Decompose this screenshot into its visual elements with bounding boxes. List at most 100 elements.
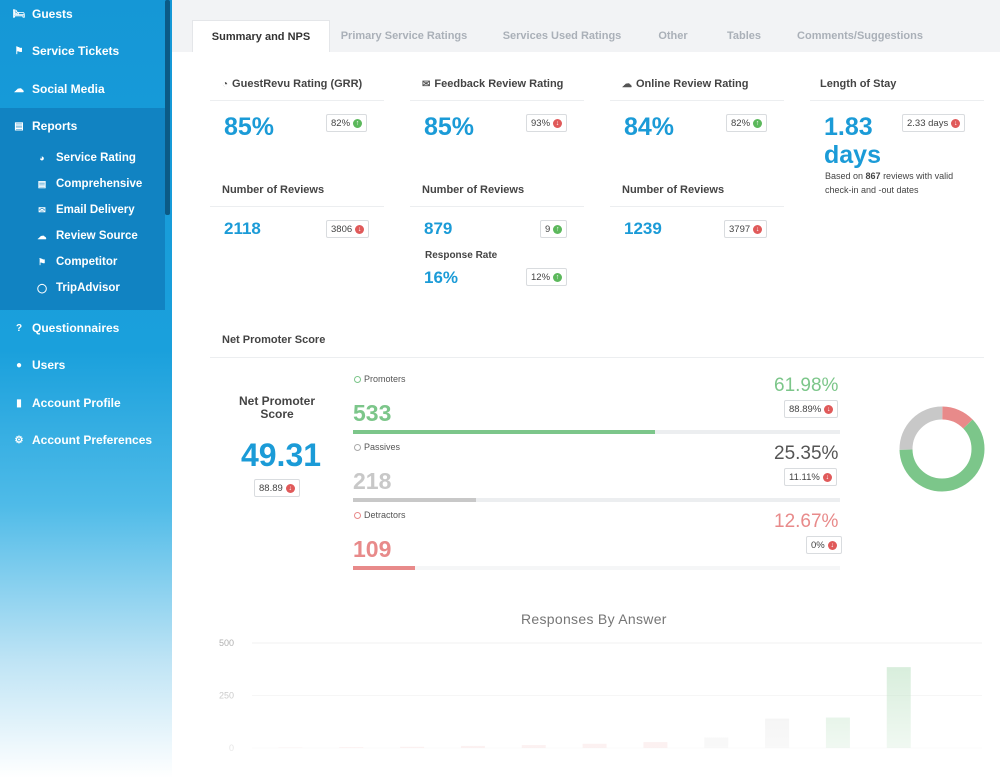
sidebar-item-label: Account Profile (32, 396, 121, 410)
chart-bar-10 (825, 717, 850, 748)
promoters-badge: 88.89% ↓ (784, 400, 839, 418)
badge-text: 3797 (729, 223, 751, 235)
cloud-icon: ☁ (622, 78, 632, 90)
book-icon: ▮ (16, 397, 22, 409)
chat-icon: ✉ (422, 78, 431, 90)
sidebar-item-label: Service Tickets (32, 44, 120, 58)
divider (210, 357, 984, 358)
sidebar-item-account-profile[interactable]: ▮ Account Profile (0, 385, 165, 421)
divider (610, 206, 784, 207)
feedback-reviews-label: Number of Reviews (422, 184, 525, 196)
cloud-download-icon: ☁ (37, 230, 47, 241)
sidebar-item-account-preferences[interactable]: ⚙ Account Preferences (0, 422, 165, 458)
divider (410, 100, 584, 101)
report-item-label: Comprehensive (56, 178, 143, 190)
passives-bar-fill (353, 498, 476, 502)
passives-label: Passives (354, 442, 400, 452)
bed-icon: 🛏︎ (12, 8, 26, 20)
tab-other[interactable]: Other (658, 30, 688, 42)
chart-bar-3 (400, 746, 425, 748)
passives-badge: 11.11% ↓ (784, 468, 837, 486)
report-item-tripadvisor[interactable]: ◯ TripAdvisor (36, 276, 120, 300)
sidebar-item-social-media[interactable]: ☁ Social Media (0, 71, 165, 107)
stay-note: Based on 867 reviews with valid check-in… (825, 169, 953, 197)
badge-text: 9 (545, 223, 551, 235)
stay-note-line2: check-in and -out dates (825, 185, 919, 195)
badge-text: 93% (531, 117, 551, 129)
tab-comments-suggestions[interactable]: Comments/Suggestions (797, 30, 923, 42)
stay-note-count: 867 (865, 171, 881, 181)
tab-summary-nps[interactable]: Summary and NPS (192, 20, 330, 52)
divider (410, 206, 584, 207)
sidebar-item-guests[interactable]: 🛏︎ Guests (0, 0, 165, 32)
tab-primary-service-ratings[interactable]: Primary Service Ratings (340, 30, 468, 42)
report-item-email-delivery[interactable]: ✉ Email Delivery (36, 198, 134, 222)
report-item-label: Competitor (56, 256, 118, 268)
grr-card-title: ◔ GuestRevu Rating (GRR) (222, 78, 362, 90)
chart-bar-8 (704, 737, 729, 748)
card-title-text: GuestRevu Rating (GRR) (232, 78, 363, 90)
arrow-up-icon: ↑ (753, 118, 763, 128)
frown-icon (354, 511, 361, 519)
chart-bar-9 (765, 718, 790, 748)
sidebar-item-questionnaires[interactable]: ? Questionnaires (0, 310, 165, 346)
badge-text: 88.89% (789, 403, 822, 415)
sidebar-item-label: Social Media (32, 82, 105, 96)
detractors-badge: 0% ↓ (806, 536, 842, 554)
sidebar-item-label: Guests (32, 7, 73, 21)
report-item-review-source[interactable]: ☁ Review Source (36, 224, 138, 248)
stay-note-pre: Based on (825, 171, 866, 181)
chart-bar-5 (521, 745, 546, 748)
badge-text: 11.11% (789, 471, 820, 483)
detractors-pct: 12.67% (774, 511, 839, 532)
cloud-icon: ☁ (14, 83, 24, 95)
report-item-competitor[interactable]: ⚑ Competitor (36, 250, 117, 274)
online-reviews-count: 1239 (624, 219, 662, 238)
arrow-down-icon: ↓ (951, 118, 961, 128)
chart-bar-6 (582, 743, 607, 748)
arrow-up-icon: ↑ (553, 272, 563, 282)
tab-services-used-ratings[interactable]: Services Used Ratings (502, 30, 622, 42)
y-tick-label: 0 (229, 743, 234, 753)
arrow-up-icon: ↑ (553, 224, 563, 234)
question-icon: ? (15, 322, 23, 334)
tab-tables[interactable]: Tables (726, 30, 762, 42)
sidebar-item-label: Users (32, 358, 66, 372)
badge-text: 0% (811, 539, 825, 551)
sidebar-item-users[interactable]: ● Users (0, 347, 165, 383)
grr-reviews-label: Number of Reviews (222, 184, 325, 196)
report-item-label: Service Rating (56, 152, 136, 164)
nps-label: Net Promoter Score (237, 395, 317, 420)
sidebar-item-reports[interactable]: ▤ Reports (0, 108, 165, 144)
sidebar-item-service-tickets[interactable]: ⚑ Service Tickets (0, 33, 165, 69)
card-title-text: Feedback Review Rating (434, 78, 564, 90)
report-item-comprehensive[interactable]: ▤ Comprehensive (36, 172, 143, 196)
passives-pct: 25.35% (774, 443, 839, 464)
badge-text: 82% (731, 117, 751, 129)
stay-badge: 2.33 days ↓ (902, 114, 966, 132)
y-tick-label: 250 (219, 691, 234, 701)
owl-icon: ◯ (36, 282, 48, 293)
feedback-card-title: ✉ Feedback Review Rating (422, 78, 563, 90)
feedback-badge: 93% ↓ (526, 114, 568, 132)
promoters-bar-fill (353, 430, 655, 434)
sidebar-item-label: Reports (32, 119, 78, 133)
sidebar-item-label: Account Preferences (32, 433, 153, 447)
sidebar: 🛏︎ Guests ⚑ Service Tickets ☁ Social Med… (0, 0, 172, 778)
arrow-down-icon: ↓ (827, 540, 837, 550)
detractors-label: Detractors (354, 510, 406, 520)
y-tick-label: 500 (219, 638, 234, 648)
chart-bar-4 (460, 745, 485, 748)
envelope-icon: ✉ (38, 204, 46, 215)
online-badge: 82% ↑ (726, 114, 768, 132)
divider (210, 100, 384, 101)
promoters-count: 533 (353, 400, 392, 426)
bar-chart-icon: ▤ (37, 178, 47, 189)
report-item-service-rating[interactable]: ◕ Service Rating (36, 146, 136, 170)
detractors-count: 109 (353, 536, 392, 562)
badge-text: 12% (531, 271, 551, 283)
sidebar-scrollbar[interactable] (165, 0, 170, 215)
chart-bar-2 (339, 747, 364, 748)
grr-value: 85% (224, 113, 275, 141)
